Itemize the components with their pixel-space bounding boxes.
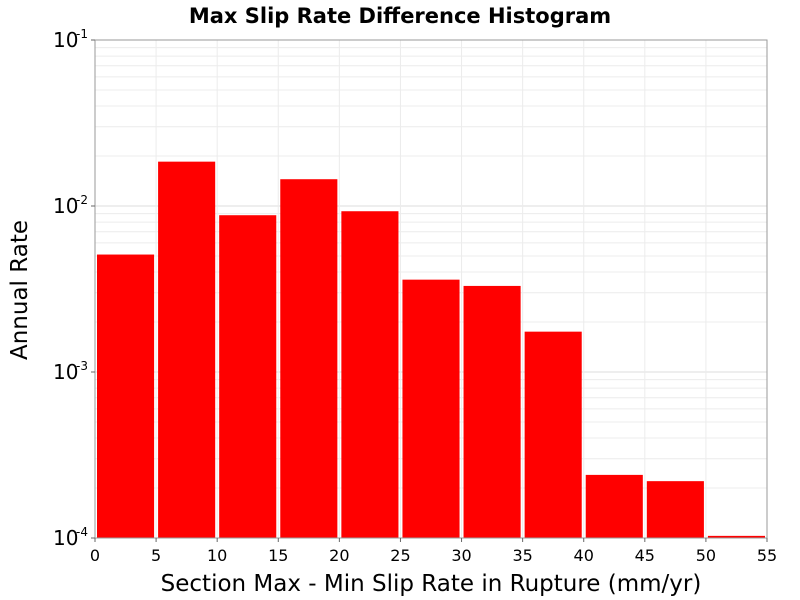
- x-tick-label: 55: [757, 546, 777, 565]
- x-tick-label: 15: [268, 546, 288, 565]
- y-axis-ticks: 10-110-210-310-4: [53, 27, 95, 550]
- y-tick-label: 10: [53, 526, 78, 550]
- histogram-bar: [341, 211, 399, 539]
- x-tick-label: 10: [207, 546, 227, 565]
- x-tick-label: 50: [696, 546, 716, 565]
- x-tick-label: 25: [390, 546, 410, 565]
- x-tick-label: 0: [90, 546, 100, 565]
- y-tick-exponent: -3: [76, 359, 88, 373]
- y-tick-label: 10: [53, 28, 78, 52]
- y-tick-exponent: -2: [76, 193, 88, 207]
- y-tick-label: 10: [53, 194, 78, 218]
- x-tick-label: 45: [635, 546, 655, 565]
- x-axis-label: Section Max - Min Slip Rate in Rupture (…: [161, 571, 702, 597]
- x-tick-label: 35: [512, 546, 532, 565]
- histogram-bar: [402, 279, 460, 538]
- histogram-bar: [585, 474, 643, 538]
- histogram-bar: [97, 254, 155, 539]
- y-tick-label: 10: [53, 360, 78, 384]
- x-tick-label: 20: [329, 546, 349, 565]
- y-tick-exponent: -4: [76, 525, 88, 539]
- histogram-bar: [707, 535, 765, 538]
- x-axis-ticks: 0 5 10 15 20 25 30 35 40 45 50 55: [90, 538, 777, 565]
- y-tick-exponent: -1: [76, 27, 88, 41]
- histogram-bar: [646, 481, 704, 538]
- plot-area-frame: [94, 39, 768, 539]
- y-axis-label: Annual Rate: [7, 220, 33, 360]
- histogram-bar: [219, 215, 277, 538]
- x-tick-label: 40: [574, 546, 594, 565]
- histogram-bar: [158, 161, 216, 539]
- x-tick-label: 5: [151, 546, 161, 565]
- histogram-bar: [280, 179, 338, 539]
- chart-title: Max Slip Rate Difference Histogram: [189, 4, 611, 28]
- x-tick-label: 30: [451, 546, 471, 565]
- histogram-bar: [524, 331, 582, 538]
- histogram-bar: [463, 285, 521, 538]
- bars-group: [97, 161, 765, 539]
